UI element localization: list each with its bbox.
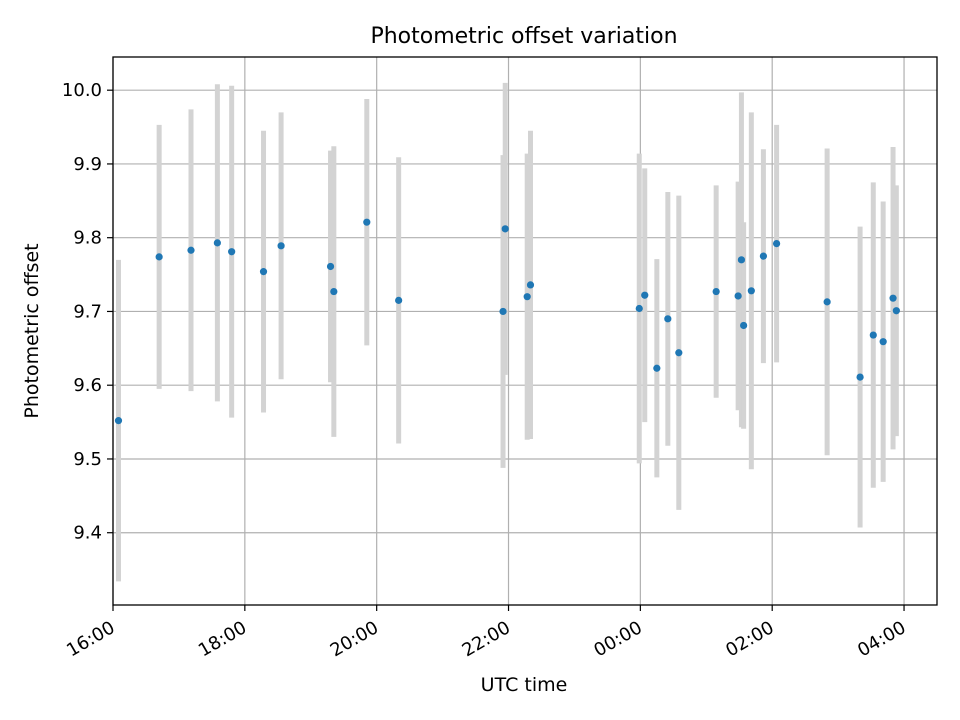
- y-tick-label: 9.7: [73, 301, 102, 322]
- data-point: [823, 298, 831, 306]
- data-point: [664, 315, 672, 323]
- y-axis-label: Photometric offset: [21, 243, 43, 418]
- data-point: [712, 287, 720, 296]
- data-point: [675, 349, 683, 357]
- data-point: [889, 294, 897, 302]
- data-point: [747, 287, 755, 295]
- data-point: [259, 268, 268, 276]
- x-tick-label: 20:00: [327, 617, 382, 661]
- data-point: [501, 225, 509, 233]
- data-point: [635, 304, 643, 313]
- data-point: [363, 218, 371, 226]
- data-point: [734, 292, 742, 300]
- error-bars: [115, 82, 899, 582]
- chart-title: Photometric offset variation: [370, 24, 677, 49]
- x-axis-label: UTC time: [481, 674, 568, 696]
- x-tick-label: 16:00: [63, 617, 118, 661]
- data-point: [114, 417, 123, 425]
- y-tick-label: 10.0: [62, 80, 102, 101]
- data-point: [523, 293, 531, 301]
- plot-frame: [112, 56, 938, 606]
- data-point: [499, 307, 507, 316]
- data-point: [213, 239, 221, 247]
- data-point: [653, 364, 661, 372]
- y-tick-label: 9.9: [73, 154, 102, 175]
- data-point: [759, 252, 768, 260]
- x-tick-label: 00:00: [590, 617, 645, 661]
- data-point: [526, 281, 535, 289]
- x-tick-label: 02:00: [722, 617, 777, 661]
- data-point: [869, 331, 877, 339]
- y-tick-label: 9.5: [73, 449, 102, 470]
- data-point: [740, 321, 748, 330]
- y-tick-label: 9.8: [73, 228, 102, 249]
- data-point: [856, 373, 864, 381]
- data-point: [326, 262, 335, 271]
- data-point: [892, 307, 900, 315]
- data-point: [737, 256, 746, 264]
- data-point: [277, 242, 285, 250]
- data-point: [330, 287, 338, 296]
- data-points: [114, 218, 900, 425]
- x-tick-label: 18:00: [195, 617, 250, 661]
- data-point: [228, 248, 236, 256]
- data-point: [155, 253, 163, 261]
- y-tick-label: 9.6: [73, 375, 102, 396]
- data-point: [187, 246, 195, 254]
- data-point: [772, 240, 781, 248]
- data-point: [395, 296, 403, 304]
- x-tick-label: 04:00: [854, 617, 909, 661]
- data-point: [641, 291, 649, 299]
- y-tick-label: 9.4: [73, 523, 102, 544]
- x-tick-label: 22:00: [459, 617, 514, 661]
- data-point: [879, 338, 887, 346]
